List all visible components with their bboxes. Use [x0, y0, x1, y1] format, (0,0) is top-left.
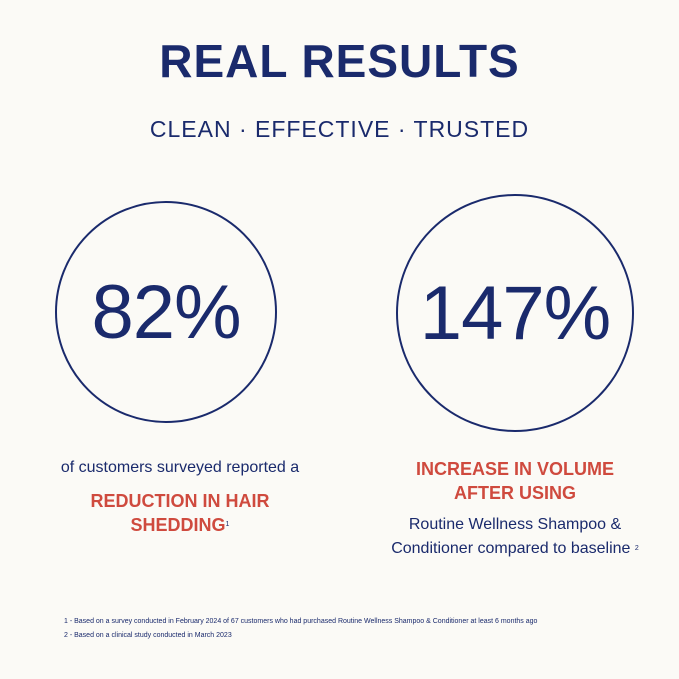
stat1-highlight: REDUCTION IN HAIR SHEDDING1 — [30, 489, 330, 537]
stat1-intro: of customers surveyed reported a — [60, 459, 300, 476]
stat-circle-147: 147% — [396, 194, 634, 432]
page-title: REAL RESULTS — [159, 35, 520, 87]
footnote-ref: 1 — [225, 521, 230, 528]
footnote-ref: 2 — [634, 545, 639, 552]
stat2-highlight: INCREASE IN VOLUME AFTER USING — [365, 457, 665, 505]
highlight-line: AFTER USING — [453, 483, 576, 503]
footnote-2: 2 - Based on a clinical study conducted … — [64, 632, 232, 639]
detail-line: Conditioner compared to baseline — [391, 540, 631, 557]
detail-line: Routine Wellness Shampoo & — [408, 516, 622, 533]
highlight-line: INCREASE IN VOLUME — [415, 459, 615, 479]
footnote-1: 1 - Based on a survey conducted in Febru… — [64, 618, 538, 625]
stat-value: 82% — [91, 269, 241, 355]
stat-value: 147% — [419, 270, 611, 356]
stat-circle-82: 82% — [55, 201, 277, 423]
stat2-detail: Routine Wellness Shampoo & Conditioner c… — [355, 513, 675, 561]
subtitle: CLEAN · EFFECTIVE · TRUSTED — [149, 116, 530, 142]
highlight-line: SHEDDING — [130, 515, 226, 535]
highlight-line: REDUCTION IN HAIR — [90, 491, 270, 511]
